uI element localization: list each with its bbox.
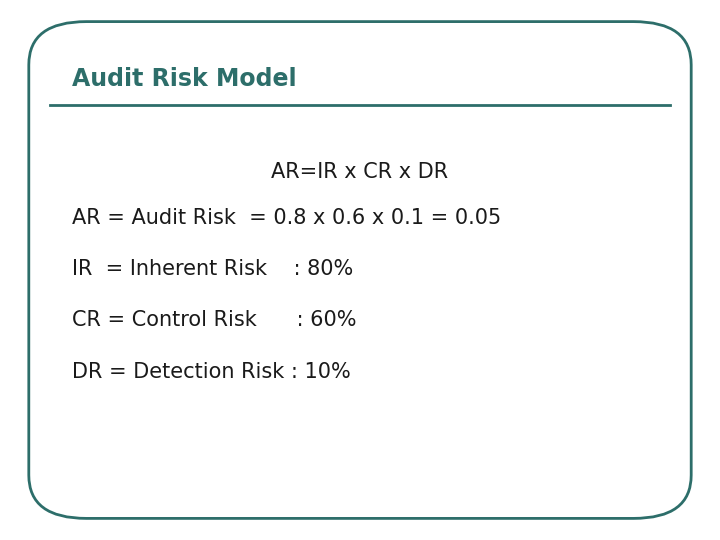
Text: DR = Detection Risk : 10%: DR = Detection Risk : 10% [72, 362, 351, 382]
Text: CR = Control Risk      : 60%: CR = Control Risk : 60% [72, 310, 356, 330]
Text: Audit Risk Model: Audit Risk Model [72, 68, 297, 91]
Text: IR  = Inherent Risk    : 80%: IR = Inherent Risk : 80% [72, 259, 354, 279]
Text: AR = Audit Risk  = 0.8 x 0.6 x 0.1 = 0.05: AR = Audit Risk = 0.8 x 0.6 x 0.1 = 0.05 [72, 208, 501, 228]
Text: AR=IR x CR x DR: AR=IR x CR x DR [271, 162, 449, 182]
FancyBboxPatch shape [29, 22, 691, 518]
